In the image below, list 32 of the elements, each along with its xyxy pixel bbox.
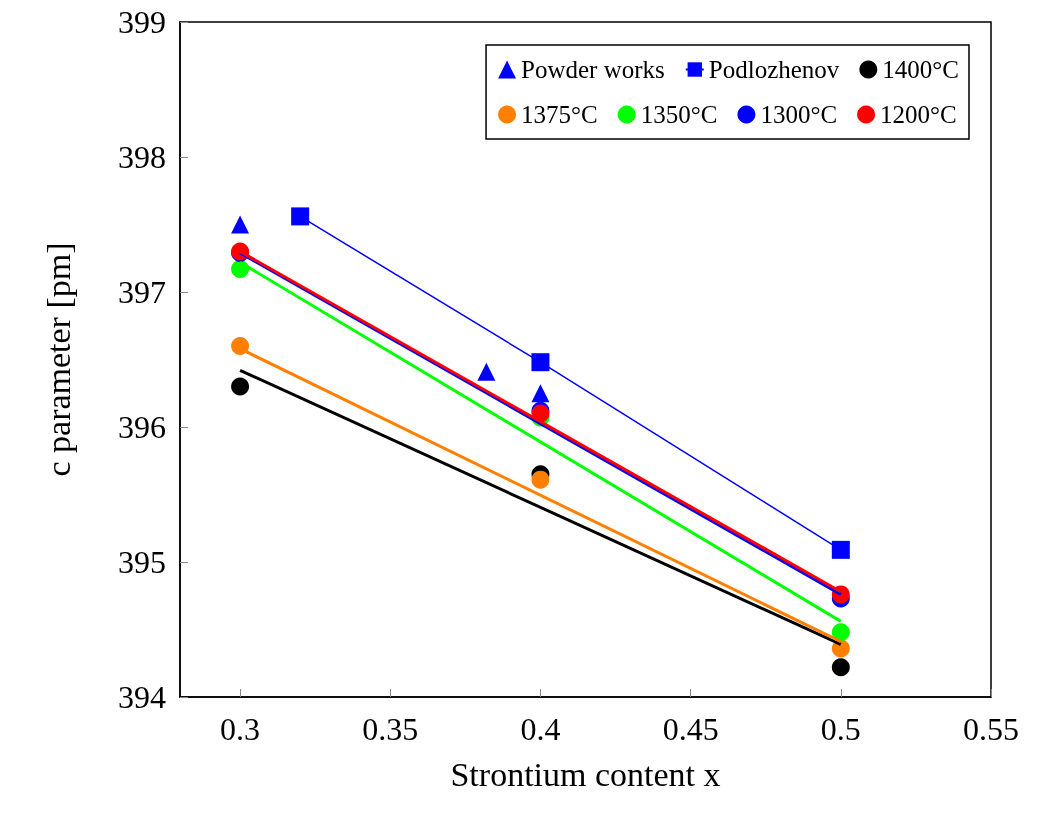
y-axis-title: c parameter [pm]: [39, 242, 77, 477]
point: [831, 623, 850, 642]
y-tick-label: 399: [118, 4, 166, 40]
point: [231, 215, 250, 234]
y-tick-label: 398: [118, 139, 166, 175]
legend-label: 1200°C: [880, 101, 957, 128]
x-tick-label: 0.55: [963, 711, 1019, 747]
legend-label: Powder works: [521, 56, 665, 83]
legend-label: 1300°C: [760, 101, 838, 128]
x-tick-label: 0.35: [362, 711, 419, 747]
y-tick-label: 396: [118, 409, 166, 445]
point: [531, 353, 550, 372]
x-axis-title: Strontium content x: [450, 755, 721, 793]
x-tick-label: 0.3: [220, 711, 261, 747]
x-tick-label: 0.5: [820, 711, 861, 747]
x-tick-label: 0.45: [662, 711, 719, 747]
point: [531, 384, 550, 403]
x-tick-label: 0.4: [520, 711, 561, 747]
point: [831, 658, 850, 677]
point: [831, 540, 850, 559]
point: [477, 362, 496, 381]
y-tick-label: 395: [118, 544, 166, 580]
point: [291, 207, 310, 226]
y-tick-label: 394: [118, 679, 166, 715]
legend-label: 1400°C: [882, 56, 960, 83]
legend-label: 1375°C: [521, 101, 598, 128]
legend-label: 1350°C: [640, 101, 718, 128]
legend-label: Podlozhenov: [708, 56, 840, 83]
point: [531, 470, 550, 489]
point: [231, 337, 250, 355]
y-tick-label: 397: [118, 274, 166, 310]
point: [231, 377, 250, 396]
